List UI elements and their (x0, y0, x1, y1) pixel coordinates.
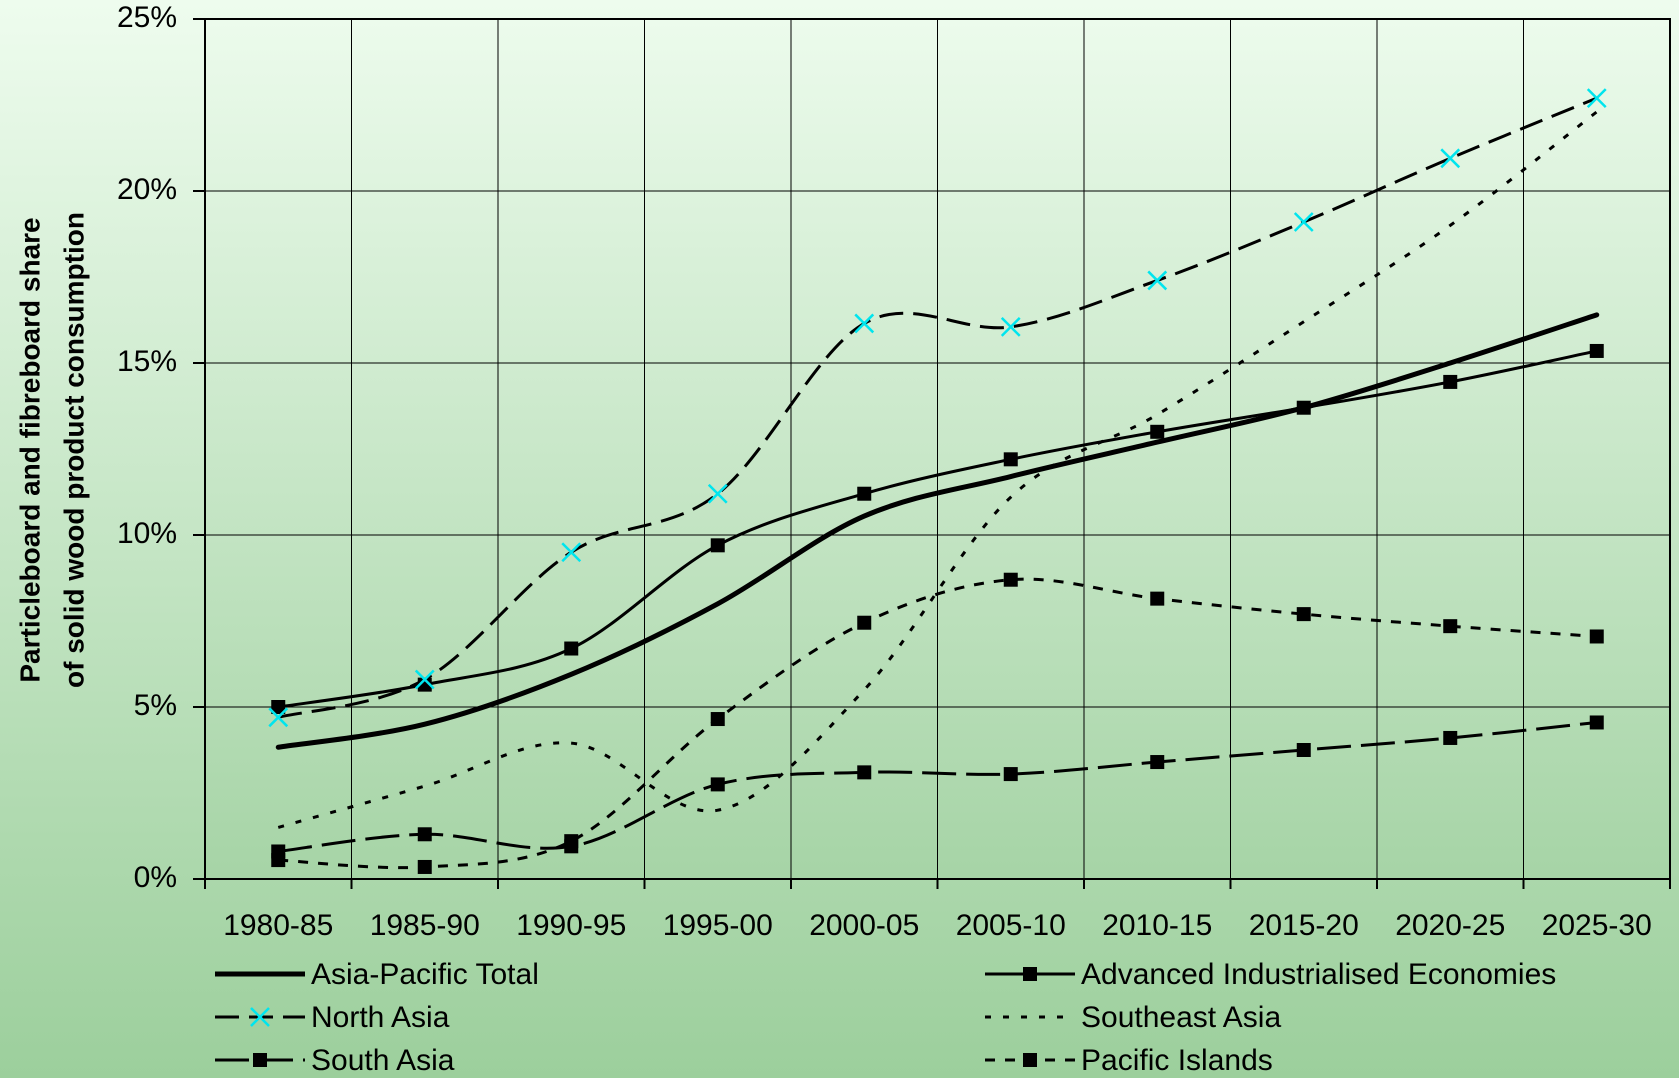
series-line (278, 720, 1597, 853)
data-point (417, 859, 432, 874)
data-point (707, 483, 728, 504)
data-point (1150, 424, 1165, 439)
y-axis-title-line: Particleboard and fibreboard share (14, 217, 45, 682)
x-tick-label: 2005-10 (956, 909, 1066, 942)
data-point (268, 707, 289, 728)
legend-marker (250, 1007, 270, 1027)
data-point (1440, 148, 1461, 169)
data-point (1147, 270, 1168, 291)
data-point (561, 542, 582, 563)
legend-label: North Asia (311, 1001, 450, 1034)
data-point (1443, 374, 1458, 389)
series-line (277, 96, 1598, 719)
x-tick-label: 2025-30 (1542, 909, 1652, 942)
data-point (414, 669, 435, 690)
data-point (271, 853, 286, 868)
x-tick-label: 2000-05 (809, 909, 919, 942)
data-point (1003, 452, 1018, 467)
legend-marker (253, 1053, 267, 1067)
legend-label: Pacific Islands (1081, 1044, 1273, 1077)
x-tick-label: 1980-85 (223, 909, 333, 942)
data-point (1443, 619, 1458, 634)
data-point (710, 777, 725, 792)
x-tick-label: 2015-20 (1249, 909, 1359, 942)
data-point (1589, 343, 1604, 358)
data-point (417, 827, 432, 842)
y-tick-label: 5% (134, 689, 177, 722)
data-point (857, 486, 872, 501)
series-line (275, 312, 1600, 750)
y-tick-label: 0% (134, 861, 177, 894)
data-point (1296, 400, 1311, 415)
x-tick-label: 1990-95 (516, 909, 626, 942)
legend-label: Southeast Asia (1081, 1001, 1281, 1034)
y-axis-title-line: of solid wood product consumption (58, 212, 89, 688)
legend-marker (1023, 1053, 1037, 1067)
data-point (1000, 316, 1021, 337)
y-axis-title: Particleboard and fibreboard share of so… (14, 212, 89, 688)
data-point (1150, 755, 1165, 770)
data-point (710, 712, 725, 727)
y-tick-label: 10% (117, 517, 177, 550)
series-line (277, 110, 1598, 829)
series-line (276, 349, 1599, 709)
y-tick-label: 15% (117, 345, 177, 378)
data-point (1589, 629, 1604, 644)
data-point (1443, 730, 1458, 745)
x-tick-label: 2010-15 (1102, 909, 1212, 942)
data-point (1150, 591, 1165, 606)
series-line (278, 577, 1597, 870)
data-point (710, 538, 725, 553)
data-point (564, 834, 579, 849)
legend-label: South Asia (311, 1044, 455, 1077)
data-point (1003, 572, 1018, 587)
y-tick-label: 25% (117, 1, 177, 34)
x-tick-label: 1995-00 (663, 909, 773, 942)
data-point (857, 765, 872, 780)
data-point (1586, 88, 1607, 109)
data-point (1293, 212, 1314, 232)
y-tick-label: 20% (117, 173, 177, 206)
data-point (854, 313, 875, 334)
data-point (1296, 607, 1311, 622)
data-point (271, 700, 286, 714)
legend-marker (1023, 967, 1037, 981)
data-point (1296, 743, 1311, 757)
x-tick-label: 1985-90 (370, 909, 480, 942)
legend-label: Advanced Industrialised Economies (1081, 958, 1556, 991)
data-point (857, 615, 872, 630)
data-point (1003, 767, 1018, 782)
x-tick-label: 2020-25 (1395, 909, 1505, 942)
data-point (564, 641, 579, 656)
data-point (1589, 715, 1604, 730)
legend-label: Asia-Pacific Total (311, 958, 539, 991)
